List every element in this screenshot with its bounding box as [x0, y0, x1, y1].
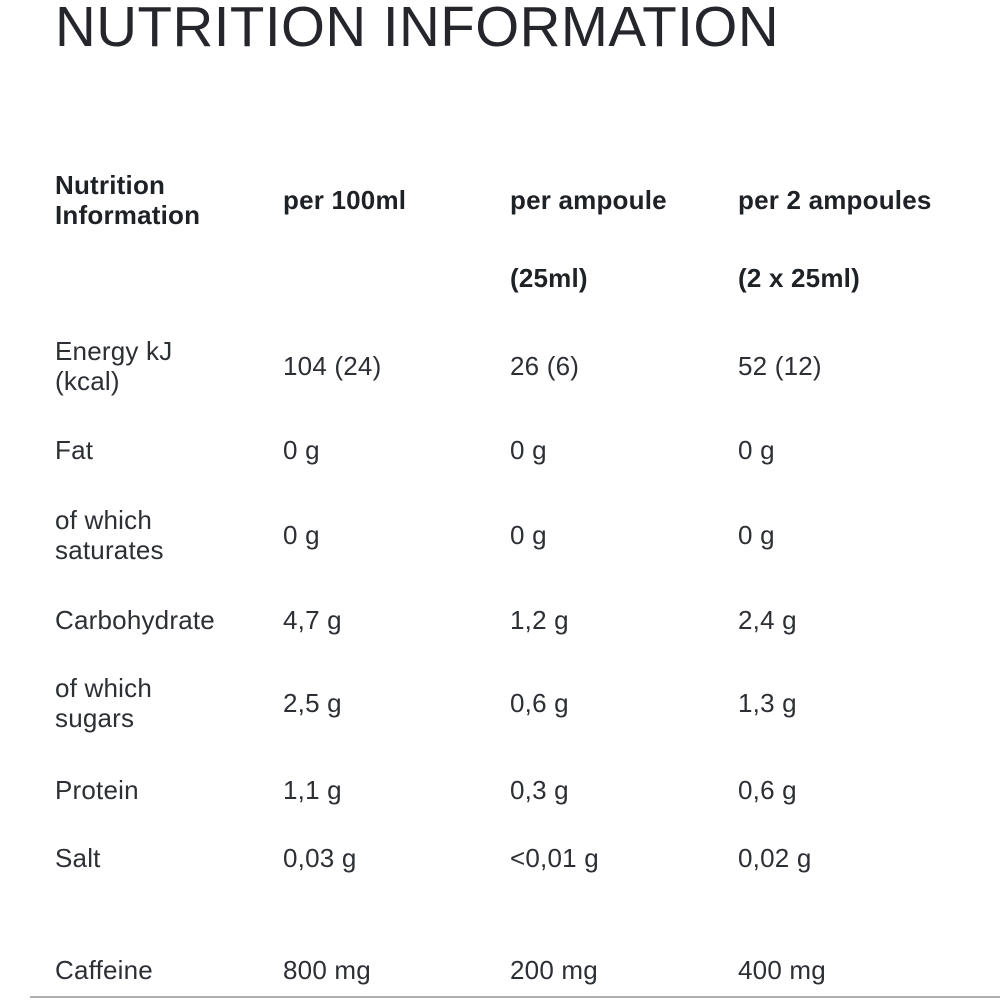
row-label: Salt: [55, 843, 101, 873]
table-row-energy: Energy kJ (kcal) 104 (24) 26 (6) 52 (12): [55, 336, 970, 396]
row-value: 0 g: [510, 520, 547, 550]
row-label: Energy kJ (kcal): [55, 336, 173, 396]
subheader-per-ampoule: (25ml): [510, 263, 588, 293]
row-label: Fat: [55, 435, 94, 465]
row-value: 0 g: [738, 435, 775, 465]
table-row-carbohydrate: Carbohydrate 4,7 g 1,2 g 2,4 g: [55, 600, 970, 640]
row-value: 1,1 g: [283, 775, 342, 805]
row-value: 800 mg: [283, 955, 371, 985]
header-col-per-2-ampoules: per 2 ampoules: [738, 185, 932, 215]
table-row-sugars: of which sugars 2,5 g 0,6 g 1,3 g: [55, 673, 970, 733]
row-value: 0 g: [738, 520, 775, 550]
table-row-caffeine: Caffeine 800 mg 200 mg 400 mg: [55, 950, 970, 990]
row-value: 0 g: [510, 435, 547, 465]
table-header-row: Nutrition Information per 100ml per ampo…: [55, 168, 970, 232]
row-value: 0,03 g: [283, 843, 357, 873]
row-label: Caffeine: [55, 955, 153, 985]
row-label: Protein: [55, 775, 139, 805]
row-value: 52 (12): [738, 351, 822, 381]
row-value: 104 (24): [283, 351, 382, 381]
row-label: of which sugars: [55, 673, 152, 733]
row-value: 4,7 g: [283, 605, 342, 635]
table-row-fat: Fat 0 g 0 g 0 g: [55, 430, 970, 470]
row-value: 0 g: [283, 435, 320, 465]
row-label: Carbohydrate: [55, 605, 215, 635]
row-label: of which saturates: [55, 505, 164, 565]
page-title: NUTRITION INFORMATION: [55, 0, 780, 59]
row-value: <0,01 g: [510, 843, 599, 873]
row-value: 2,5 g: [283, 688, 342, 718]
header-col-per-100ml: per 100ml: [283, 185, 407, 215]
row-value: 200 mg: [510, 955, 598, 985]
table-row-salt: Salt 0,03 g <0,01 g 0,02 g: [55, 838, 970, 878]
row-value: 0,3 g: [510, 775, 569, 805]
subheader-per-2-ampoules: (2 x 25ml): [738, 263, 860, 293]
row-value: 400 mg: [738, 955, 826, 985]
row-value: 0,6 g: [510, 688, 569, 718]
row-value: 0,6 g: [738, 775, 797, 805]
row-value: 0 g: [283, 520, 320, 550]
row-value: 1,2 g: [510, 605, 569, 635]
table-row-protein: Protein 1,1 g 0,3 g 0,6 g: [55, 770, 970, 810]
row-value: 26 (6): [510, 351, 580, 381]
header-label: Nutrition Information: [55, 170, 201, 230]
row-value: 1,3 g: [738, 688, 797, 718]
row-value: 0,02 g: [738, 843, 812, 873]
row-value: 2,4 g: [738, 605, 797, 635]
table-subheader-row: (25ml) (2 x 25ml): [55, 254, 970, 302]
bottom-divider: [30, 996, 1000, 998]
header-col-per-ampoule: per ampoule: [510, 185, 667, 215]
table-row-saturates: of which saturates 0 g 0 g 0 g: [55, 505, 970, 565]
